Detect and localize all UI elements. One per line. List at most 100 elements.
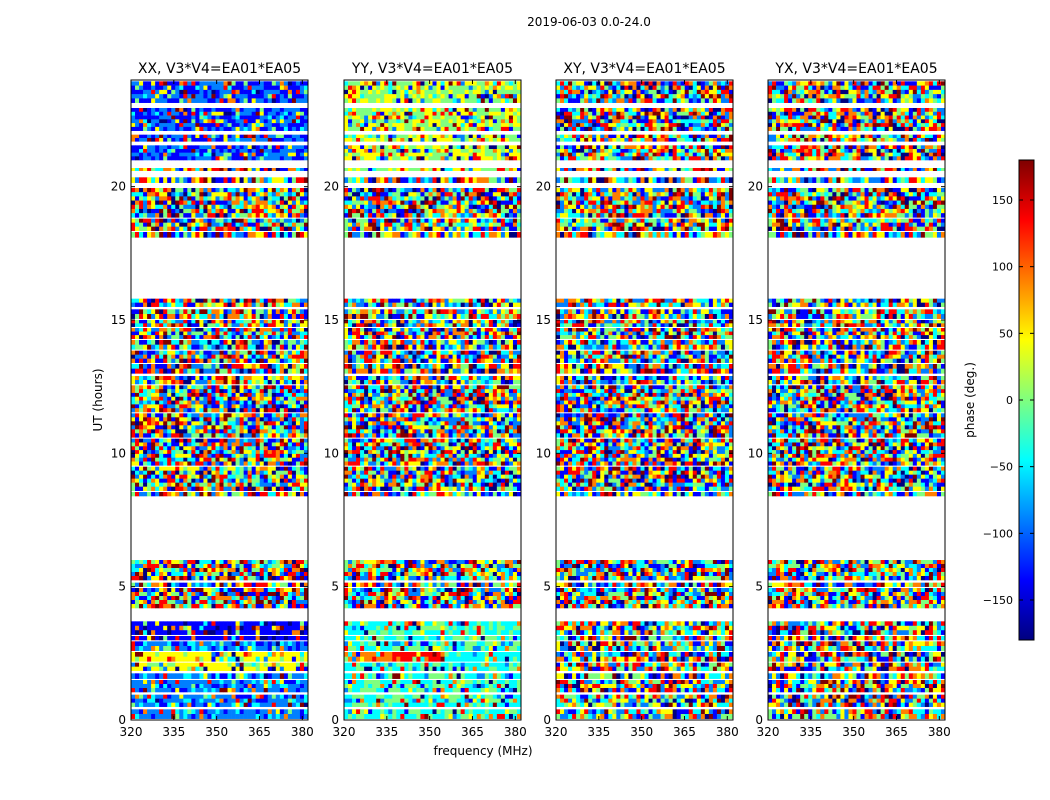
data-row: [344, 621, 522, 635]
data-row: [556, 340, 734, 350]
x-tick-label: 320: [757, 725, 780, 739]
x-tick-label: 380: [928, 725, 951, 739]
data-row: [131, 350, 309, 363]
panel-frame: [343, 79, 522, 721]
data-row: [344, 81, 522, 103]
data-row: [556, 108, 734, 131]
data-row: [556, 177, 734, 183]
data-row: [131, 438, 309, 466]
data-row: [556, 641, 734, 651]
panel-frame: [767, 79, 946, 721]
x-tick-label: 335: [587, 725, 610, 739]
data-row: [131, 81, 309, 103]
data-row: [344, 662, 522, 671]
data-row: [556, 492, 734, 497]
data-row: [344, 188, 522, 218]
x-tick-label: 335: [162, 725, 185, 739]
data-row: [131, 466, 309, 491]
panel-title: XY, V3*V4=EA01*EA05: [563, 61, 725, 77]
data-row: [556, 673, 734, 679]
y-tick-label: 0: [331, 713, 339, 727]
data-row: [131, 560, 309, 581]
y-tick-label: 0: [543, 713, 551, 727]
data-row: [556, 621, 734, 635]
panel-1: XX, V3*V4=EA01*EA05 320 335 350 365 380 0 5 10 15…: [111, 61, 314, 739]
data-row: [768, 232, 946, 238]
x-tick-label: 365: [885, 725, 908, 739]
data-row: [131, 413, 309, 438]
data-row: [768, 636, 946, 641]
data-row: [131, 662, 309, 671]
y-tick-label: 15: [324, 313, 339, 327]
y-tick-label: 20: [324, 180, 339, 194]
data-row: [768, 309, 946, 319]
y-tick-label: 5: [543, 580, 551, 594]
data-row: [131, 694, 309, 707]
panel-frame: [555, 79, 734, 721]
data-row: [556, 662, 734, 671]
data-row: [768, 218, 946, 231]
colorbar: −150 −100 −50 0 50 100 150: [983, 159, 1035, 641]
data-row: [131, 680, 309, 693]
y-tick-label: 15: [748, 313, 763, 327]
y-tick-label: 5: [755, 580, 763, 594]
y-tick-label: 15: [111, 313, 126, 327]
data-row: [131, 673, 309, 679]
data-row: [768, 709, 946, 719]
data-row: [344, 680, 522, 693]
data-row: [131, 652, 309, 662]
x-tick-label: 365: [248, 725, 271, 739]
data-row: [768, 376, 946, 385]
colorbar-tick-label: −100: [983, 527, 1013, 540]
colorbar-tick-label: 50: [999, 327, 1013, 340]
data-row: [768, 385, 946, 413]
data-row: [131, 492, 309, 497]
y-tick-label: 20: [111, 180, 126, 194]
data-row: [556, 466, 734, 491]
panel-title: YY, V3*V4=EA01*EA05: [351, 61, 513, 77]
data-row: [556, 680, 734, 693]
data-row: [768, 108, 946, 131]
colorbar-tick-label: 100: [992, 261, 1013, 274]
x-tick-label: 335: [799, 725, 822, 739]
colorbar-label: phase (deg.): [963, 362, 977, 438]
data-row: [344, 652, 522, 662]
data-row: [768, 81, 946, 103]
y-tick-label: 5: [118, 580, 126, 594]
data-row: [344, 413, 522, 438]
data-row: [556, 81, 734, 103]
data-row: [768, 134, 946, 142]
y-tick-label: 0: [755, 713, 763, 727]
colorbar-tick-label: −50: [990, 461, 1013, 474]
y-tick-label: 10: [111, 446, 126, 460]
x-tick-label: 350: [630, 725, 653, 739]
data-row: [556, 636, 734, 641]
data-row: [556, 364, 734, 374]
data-row: [344, 438, 522, 466]
data-row: [768, 694, 946, 707]
data-row: [768, 680, 946, 693]
x-tick-label: 320: [120, 725, 143, 739]
y-tick-label: 20: [536, 180, 551, 194]
data-row: [131, 320, 309, 327]
data-row: [344, 492, 522, 497]
data-row: [344, 560, 522, 581]
data-row: [344, 108, 522, 131]
panel-title: XX, V3*V4=EA01*EA05: [138, 61, 301, 77]
data-row: [556, 328, 734, 339]
panels: XX, V3*V4=EA01*EA05 320 335 350 365 380 0 5 10 15…: [111, 61, 951, 739]
y-tick-label: 20: [748, 180, 763, 194]
data-row: [344, 350, 522, 363]
data-row: [768, 466, 946, 491]
data-row: [556, 376, 734, 385]
data-row: [131, 328, 309, 339]
x-tick-label: 380: [504, 725, 527, 739]
x-tick-label: 365: [673, 725, 696, 739]
data-row: [131, 108, 309, 131]
data-row: [768, 177, 946, 183]
y-tick-label: 10: [748, 446, 763, 460]
data-row: [768, 168, 946, 171]
data-row: [131, 582, 309, 587]
data-row: [344, 328, 522, 339]
